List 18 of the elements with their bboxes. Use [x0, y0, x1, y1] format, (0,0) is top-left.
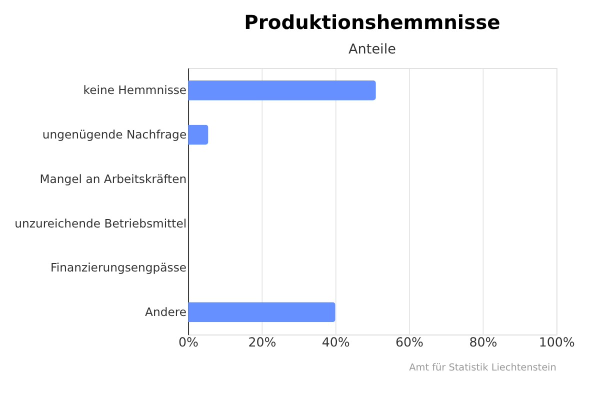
y-tick-label: Andere: [145, 305, 187, 319]
bar: [188, 124, 208, 145]
chart-title: Produktionshemmnisse: [244, 11, 500, 34]
x-tick-label: 20%: [248, 334, 276, 350]
y-tick-label: Mangel an Arbeitskräften: [40, 172, 187, 186]
y-tick-label: unzureichende Betriebsmittel: [14, 216, 187, 230]
x-tick-label: 60%: [396, 334, 424, 350]
y-tick-label: ungenügende Nachfrage: [42, 128, 187, 142]
y-tick-label: keine Hemmnisse: [83, 83, 187, 98]
x-tick-label: 0%: [178, 334, 199, 350]
text: Amt für Statistik Liechtenstein: [409, 362, 556, 374]
x-tick-label: 100%: [538, 334, 575, 350]
x-tick-label: 40%: [322, 334, 350, 350]
chart-subtitle: Anteile: [348, 41, 396, 58]
x-tick-label: 80%: [469, 334, 498, 350]
bar: [188, 80, 376, 100]
bar: [188, 302, 336, 322]
y-tick-label: Finanzierungsengpässe: [50, 260, 187, 275]
